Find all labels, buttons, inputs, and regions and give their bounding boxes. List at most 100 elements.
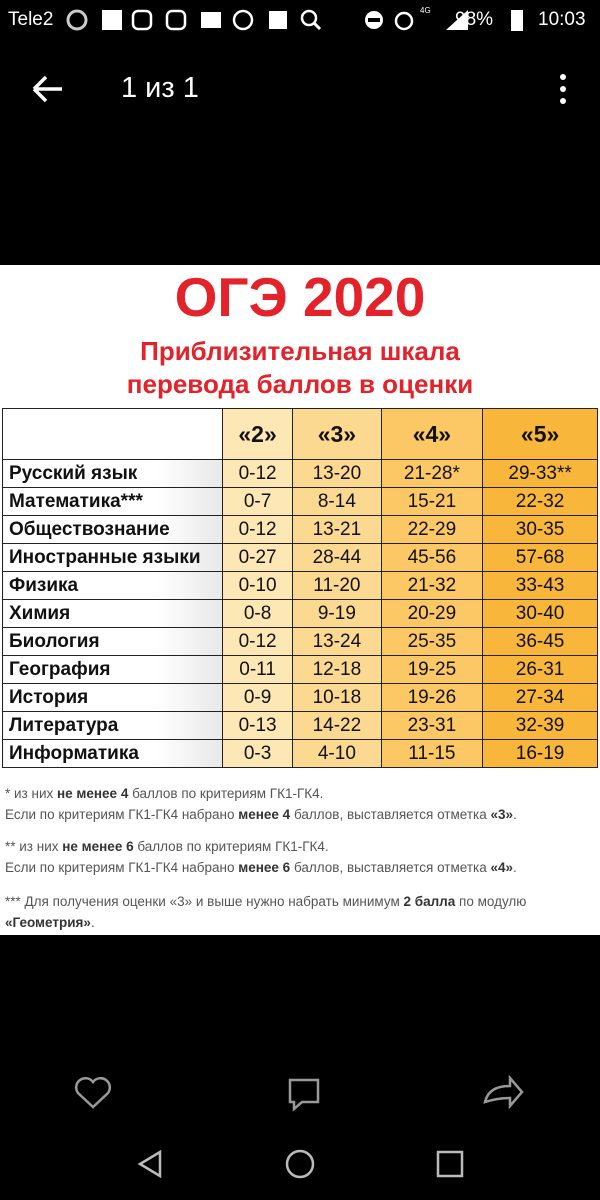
footnote-text: .	[513, 860, 517, 875]
score-range: 36-45	[482, 627, 598, 656]
back-button[interactable]	[30, 72, 66, 106]
system-icons	[365, 10, 468, 31]
score-range: 30-40	[482, 599, 598, 628]
like-button[interactable]	[75, 1077, 111, 1109]
footnote-text: «Геометрия»	[5, 915, 91, 930]
score-range: 19-26	[380, 683, 484, 712]
footnote-text: по модулю	[455, 894, 527, 909]
app-title: 1 из 1	[121, 72, 199, 104]
footnote-text: «3»	[490, 807, 513, 822]
subject: Обществознание	[2, 515, 223, 544]
battery-icon	[511, 10, 523, 31]
score-range: 0-12	[221, 515, 294, 544]
score-range: 8-14	[292, 487, 382, 516]
image: ОГЭ 2020 Приблизительная шкала перевода …	[0, 265, 600, 935]
subtitle: Приблизительная шкала	[140, 336, 460, 366]
footnote-text: не менее 6	[62, 839, 134, 854]
header-cell: «2»	[221, 408, 294, 460]
score-range: 29-33**	[482, 459, 598, 488]
footnote-line: * из них не менее 4 баллов по критериям …	[5, 783, 597, 804]
footnote-line: Если по критериям ГК1-ГК4 набрано менее …	[5, 857, 597, 878]
header-cell	[2, 408, 223, 460]
score-range: 11-15	[380, 739, 484, 768]
footnote-text: менее 4	[238, 807, 291, 822]
subject: Иностранные языки	[2, 543, 223, 572]
header-row: «2» «3» «4» «5»	[2, 408, 598, 460]
battery: 98%	[455, 9, 494, 30]
score-range: 0-9	[221, 683, 294, 712]
score-range: 13-21	[292, 515, 382, 544]
footnote-text: .	[513, 807, 517, 822]
subject: Литература	[2, 711, 223, 740]
footnote-line: Если по критериям ГК1-ГК4 набрано менее …	[5, 804, 597, 825]
score-range: 10-18	[292, 683, 382, 712]
footnote-text: 2 балла	[403, 894, 456, 909]
score-range: 25-35	[380, 627, 484, 656]
score-range: 4-10	[292, 739, 382, 768]
footnote: ** из них не менее 6 баллов по критериям…	[5, 836, 597, 878]
comment-button[interactable]	[288, 1078, 320, 1112]
footnote: *** Для получения оценки «3» и выше нужн…	[5, 891, 597, 933]
subtitle: перевода баллов в оценки	[126, 369, 474, 399]
footnote-line: ** из них не менее 6 баллов по критериям…	[5, 836, 597, 857]
nav-recent[interactable]	[436, 1150, 464, 1178]
footnote-text: баллов по критериям ГК1-ГК4.	[128, 786, 324, 801]
header-cell: «4»	[380, 408, 484, 460]
footnote-text: Если по критериям ГК1-ГК4 набрано	[5, 807, 239, 822]
score-range: 21-28*	[380, 459, 484, 488]
nav-home[interactable]	[285, 1149, 315, 1179]
table-row: Русский язык 0-12 13-20 21-28* 29-33**	[2, 459, 598, 488]
score-range: 28-44	[292, 543, 382, 572]
footnote-text: баллов по критериям ГК1-ГК4.	[133, 839, 329, 854]
subject: Биология	[2, 627, 223, 656]
table-row: Физика 0-10 11-20 21-32 33-43	[2, 571, 598, 600]
footnote-text: «4»	[490, 860, 513, 875]
subject: История	[2, 683, 223, 712]
score-range: 0-11	[221, 655, 294, 684]
network: 4G	[420, 6, 431, 15]
table-row: География 0-11 12-18 19-25 26-31	[2, 655, 598, 684]
score-range: 27-34	[482, 683, 598, 712]
footnote-line: *** Для получения оценки «3» и выше нужн…	[5, 891, 597, 933]
score-range: 13-24	[292, 627, 382, 656]
status-bar: Tele2 4G 98% 10:03	[0, 0, 600, 40]
score-range: 0-7	[221, 487, 294, 516]
footnote-text: не менее 4	[56, 786, 129, 801]
score-range: 57-68	[482, 543, 598, 572]
score-range: 0-8	[221, 599, 294, 628]
subject: Химия	[2, 599, 223, 628]
subject: География	[2, 655, 223, 684]
nav-back[interactable]	[137, 1149, 162, 1179]
score-range: 20-29	[380, 599, 484, 628]
table-row: Обществознание 0-12 13-21 22-29 30-35	[2, 515, 598, 544]
score-range: 22-29	[380, 515, 484, 544]
score-range: 0-27	[221, 543, 294, 572]
score-range: 15-21	[380, 487, 484, 516]
footnote-text: *** Для получения оценки «3» и выше нужн…	[5, 894, 404, 909]
score-range: 45-56	[380, 543, 484, 572]
footnote-text: * из них	[5, 786, 57, 801]
carrier: Tele2	[8, 9, 54, 30]
table-row: Информатика 0-3 4-10 11-15 16-19	[2, 739, 598, 768]
subject: Русский язык	[2, 459, 223, 488]
header-cell: «5»	[482, 408, 598, 460]
score-range: 0-10	[221, 571, 294, 600]
score-range: 23-31	[380, 711, 484, 740]
share-button[interactable]	[483, 1074, 524, 1110]
footnote-text: баллов, выставляется отметка	[290, 807, 491, 822]
score-range: 0-12	[221, 627, 294, 656]
subject: Физика	[2, 571, 223, 600]
score-range: 0-12	[221, 459, 294, 488]
score-range: 0-13	[221, 711, 294, 740]
table-row: Математика*** 0-7 8-14 15-21 22-32	[2, 487, 598, 516]
menu-button[interactable]	[556, 72, 570, 106]
score-range: 16-19	[482, 739, 598, 768]
score-range: 11-20	[292, 571, 382, 600]
bottom-bar	[75, 1074, 524, 1179]
clock: 10:03	[538, 9, 586, 30]
score-range: 22-32	[482, 487, 598, 516]
score-table: «2» «3» «4» «5» Русский язык 0-12 13-20 21-28* 2…	[2, 408, 598, 768]
footnote-text: менее 6	[238, 860, 291, 875]
score-range: 9-19	[292, 599, 382, 628]
